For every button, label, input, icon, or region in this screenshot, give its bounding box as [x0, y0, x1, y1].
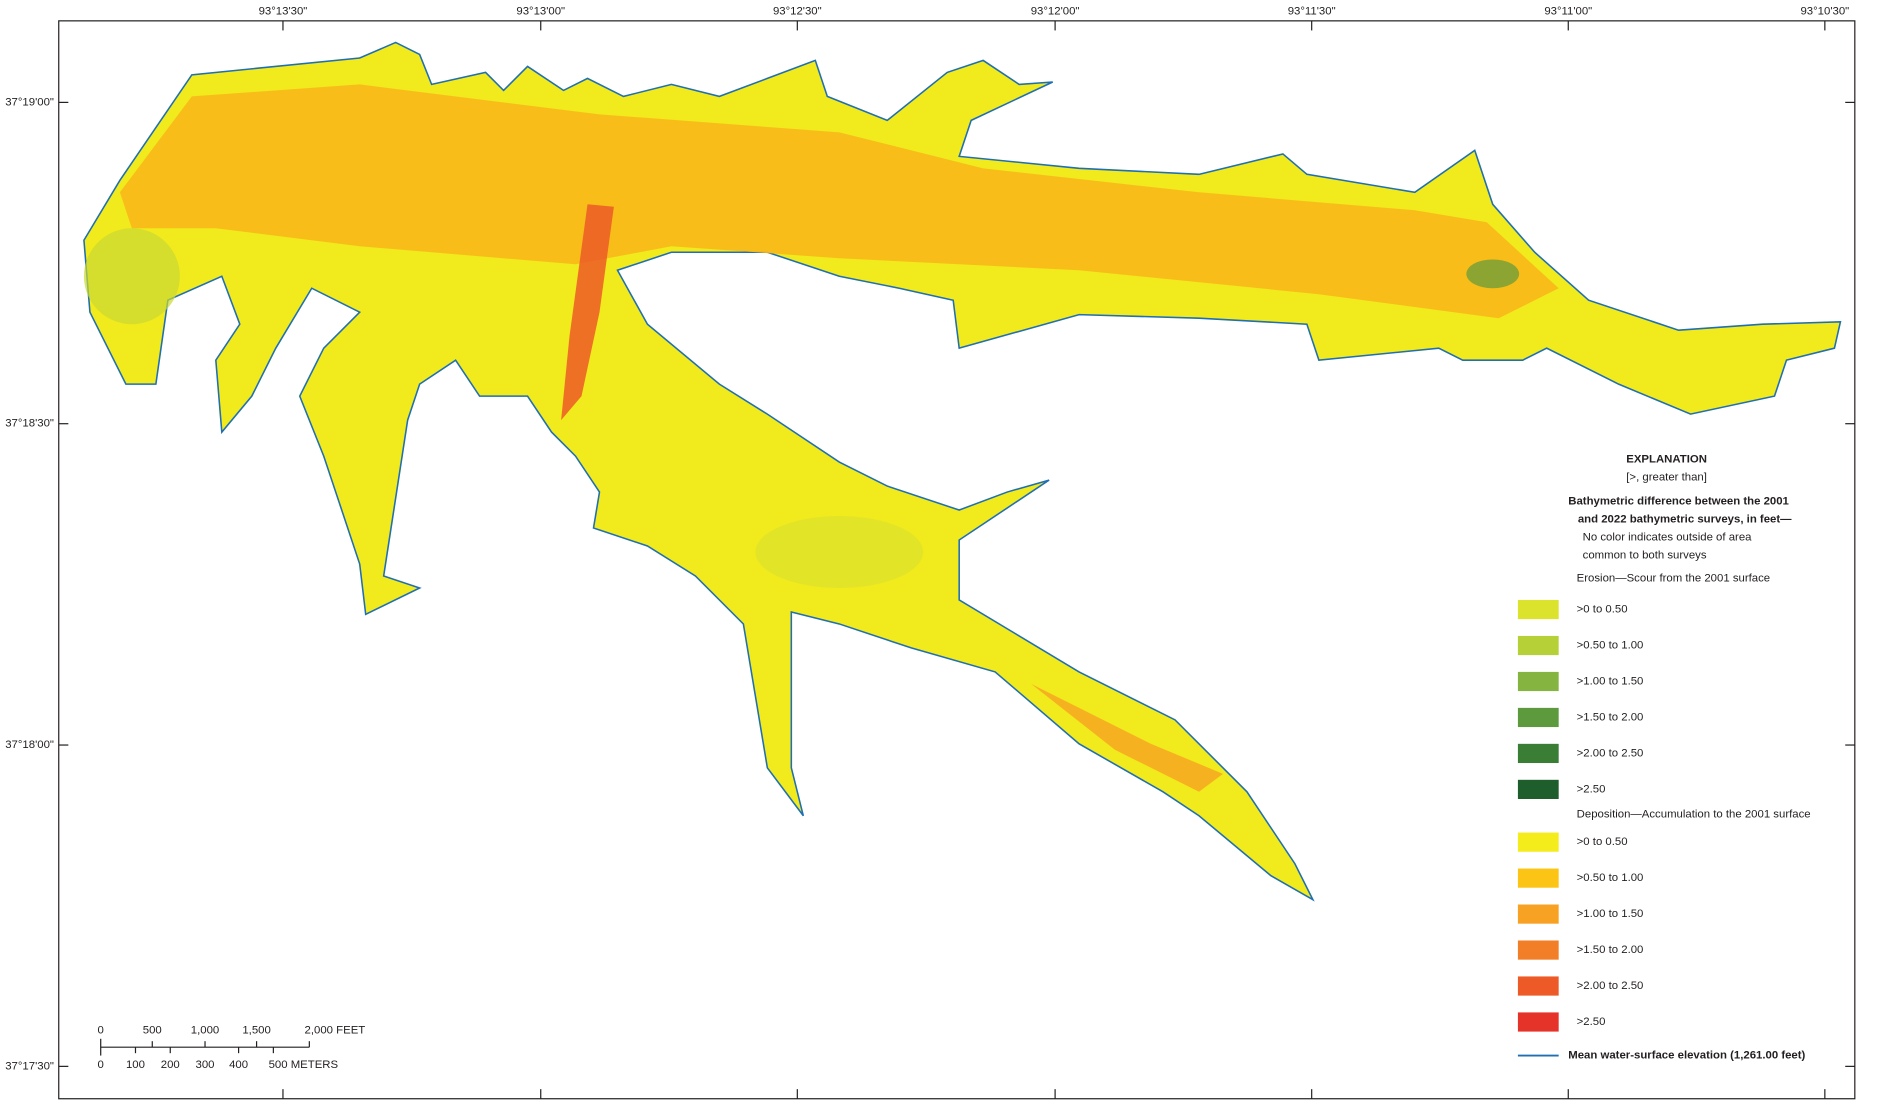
legend-class-label: >0.50 to 1.00 — [1577, 640, 1644, 652]
longitude-label: 93°13'30" — [259, 5, 308, 17]
legend-swatch — [1517, 832, 1559, 852]
scale-meter-label: 400 — [229, 1059, 248, 1071]
legend-swatch — [1517, 976, 1559, 996]
scale-bar — [100, 1038, 310, 1056]
channel-scour — [561, 204, 614, 421]
legend-swatch — [1517, 743, 1559, 764]
legend-subtitle: [>, greater than] — [1626, 472, 1707, 484]
erosion-patch — [83, 228, 180, 325]
legend-swatch — [1517, 940, 1559, 960]
legend-class-label: >2.00 to 2.50 — [1577, 980, 1644, 992]
legend-group-label: Erosion—Scour from the 2001 surface — [1577, 572, 1770, 584]
legend-class-label: >0 to 0.50 — [1577, 836, 1628, 848]
legend-class-label: >1.50 to 2.00 — [1577, 711, 1644, 723]
legend-group-label: Deposition—Accumulation to the 2001 surf… — [1577, 809, 1811, 821]
legend-class-label: >2.00 to 2.50 — [1577, 747, 1644, 759]
legend-swatch — [1517, 671, 1559, 692]
scale-feet-label: 2,000 FEET — [305, 1024, 366, 1036]
legend-swatch — [1517, 904, 1559, 924]
legend-class-label: >2.50 — [1577, 783, 1606, 795]
scale-feet-label: 1,500 — [242, 1024, 270, 1036]
legend-heading: Bathymetric difference between the 2001 — [1568, 496, 1789, 508]
legend-note: common to both surveys — [1583, 550, 1707, 562]
legend-class-label: >1.00 to 1.50 — [1577, 676, 1644, 688]
legend-swatch — [1517, 868, 1559, 888]
lake — [83, 41, 1842, 902]
longitude-label: 93°10'30" — [1800, 5, 1849, 17]
legend-note: No color indicates outside of area — [1583, 532, 1752, 544]
legend-class-label: >1.00 to 1.50 — [1577, 908, 1644, 920]
map-frame — [58, 20, 1856, 1100]
scale-meter-label: 500 METERS — [269, 1059, 339, 1071]
scale-feet-label: 1,000 — [191, 1024, 219, 1036]
main-channel-fill — [119, 84, 1559, 319]
legend-heading: and 2022 bathymetric surveys, in feet— — [1578, 514, 1792, 526]
longitude-label: 93°11'30" — [1288, 5, 1336, 17]
scale-meter-label: 200 — [161, 1059, 180, 1071]
scale-feet-label: 0 — [98, 1024, 104, 1036]
latitude-label: 37°18'30" — [5, 418, 54, 430]
legend-class-label: >1.50 to 2.00 — [1577, 944, 1644, 956]
scale-meter-label: 300 — [196, 1059, 215, 1071]
legend-title: EXPLANATION — [1626, 454, 1707, 466]
latitude-label: 37°17'30" — [5, 1060, 54, 1072]
longitude-label: 93°13'00" — [516, 5, 565, 17]
legend-swatch — [1517, 707, 1559, 728]
legend-water-label: Mean water-surface elevation (1,261.00 f… — [1568, 1050, 1805, 1062]
legend-swatch — [1517, 779, 1559, 799]
latitude-label: 37°19'00" — [5, 96, 54, 108]
legend-swatch — [1517, 1012, 1559, 1032]
erosion-patch — [1466, 259, 1520, 289]
latitude-label: 37°18'00" — [5, 739, 54, 751]
longitude-label: 93°11'00" — [1544, 5, 1592, 17]
scale-feet-label: 500 — [143, 1024, 162, 1036]
legend-swatch — [1517, 599, 1559, 620]
legend-class-label: >0.50 to 1.00 — [1577, 872, 1644, 884]
scale-meter-label: 0 — [98, 1059, 104, 1071]
longitude-label: 93°12'00" — [1031, 5, 1080, 17]
erosion-patch — [755, 516, 924, 588]
legend-class-label: >2.50 — [1577, 1016, 1606, 1028]
legend-class-label: >0 to 0.50 — [1577, 604, 1628, 616]
deposition-patch — [1031, 683, 1223, 792]
legend-swatch — [1517, 635, 1559, 656]
scale-meter-label: 100 — [126, 1059, 145, 1071]
longitude-label: 93°12'30" — [773, 5, 822, 17]
